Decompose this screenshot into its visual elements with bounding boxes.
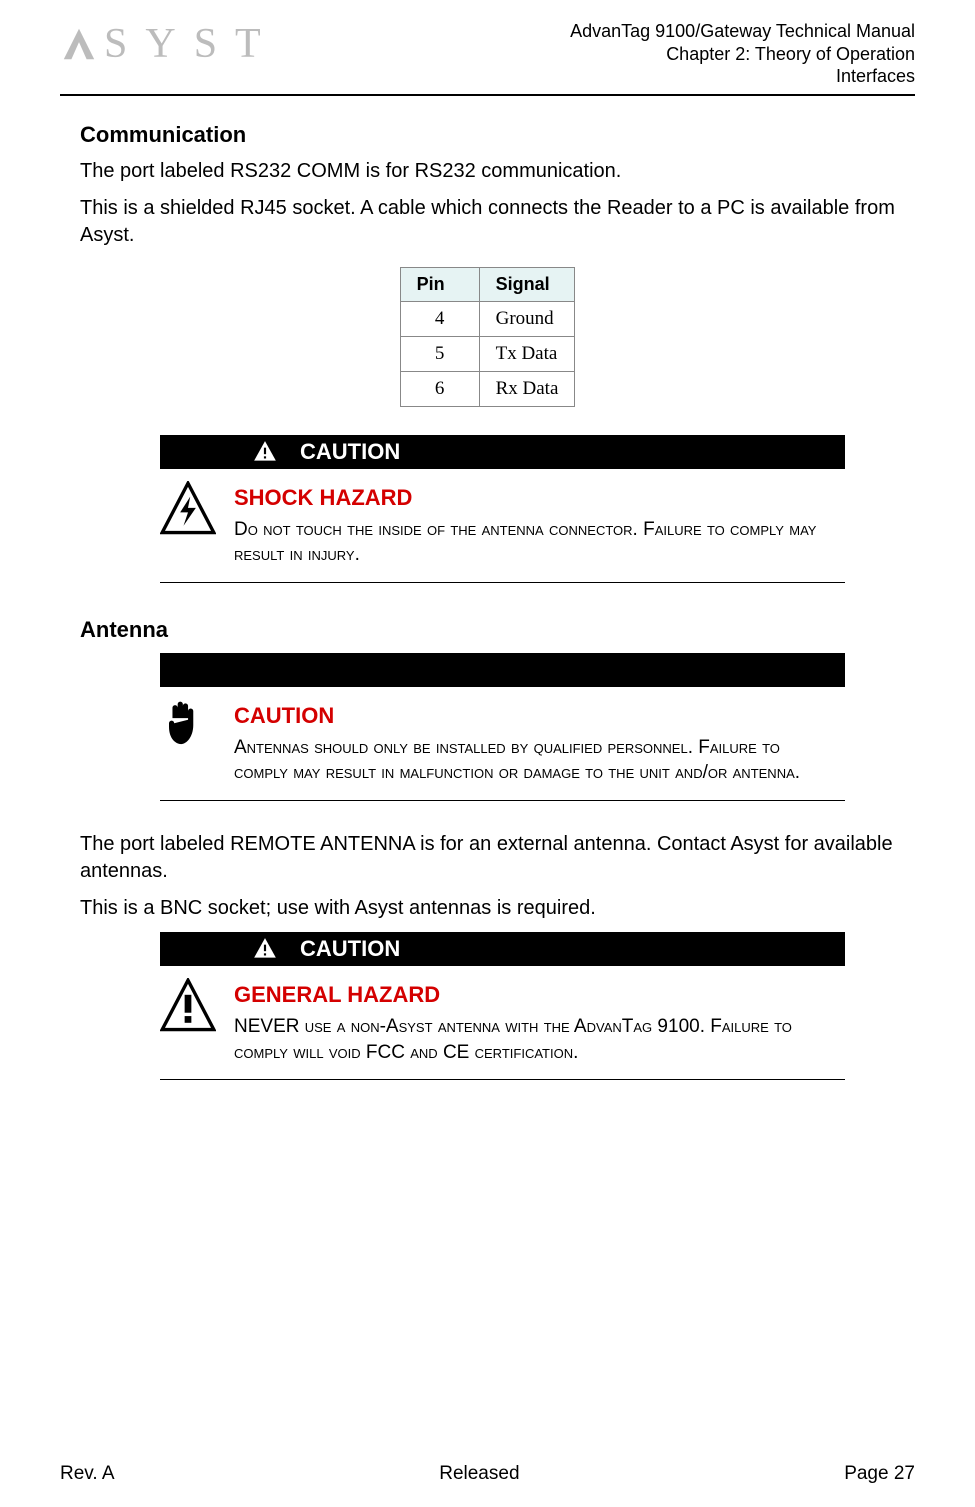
- table-cell: Tx Data: [479, 336, 575, 371]
- caution-title: CAUTION: [234, 703, 835, 729]
- table-row: 4 Ground: [400, 301, 575, 336]
- table-header-signal: Signal: [479, 267, 575, 301]
- caution-block-general: CAUTION GENERAL HAZARD NEVER use a non-A…: [160, 932, 845, 1080]
- communication-para-1: The port labeled RS232 COMM is for RS232…: [80, 158, 895, 185]
- header-line-1: AdvanTag 9100/Gateway Technical Manual: [570, 20, 915, 43]
- caution-banner: CAUTION: [160, 932, 845, 966]
- logo-mark-icon: [60, 25, 98, 63]
- table-cell: 5: [400, 336, 479, 371]
- caution-triangle-icon: [250, 936, 280, 962]
- caution-banner-blank: [160, 653, 845, 687]
- header-line-3: Interfaces: [570, 65, 915, 88]
- caution-body: NEVER use a non-Asyst antenna with the A…: [234, 1014, 835, 1065]
- caution-banner: CAUTION: [160, 435, 845, 469]
- page-header: SYST AdvanTag 9100/Gateway Technical Man…: [60, 20, 915, 96]
- shock-hazard-icon: [160, 481, 218, 542]
- caution-title: GENERAL HAZARD: [234, 982, 835, 1008]
- hand-stop-icon: [160, 699, 218, 756]
- general-hazard-icon: [160, 978, 218, 1039]
- section-heading-communication: Communication: [80, 122, 895, 148]
- footer-center: Released: [439, 1463, 519, 1485]
- caution-triangle-icon: [250, 439, 280, 465]
- logo-text: SYST: [104, 20, 279, 68]
- header-line-2: Chapter 2: Theory of Operation: [570, 43, 915, 66]
- communication-para-2: This is a shielded RJ45 socket. A cable …: [80, 195, 895, 249]
- pin-signal-table: Pin Signal 4 Ground 5 Tx Data 6 Rx Data: [400, 267, 576, 407]
- caution-body: Antennas should only be installed by qua…: [234, 735, 835, 786]
- table-header-pin: Pin: [400, 267, 479, 301]
- table-cell: Ground: [479, 301, 575, 336]
- caution-body: Do not touch the inside of the antenna c…: [234, 517, 835, 568]
- header-meta: AdvanTag 9100/Gateway Technical Manual C…: [570, 20, 915, 88]
- page-footer: Rev. A Released Page 27: [0, 1463, 975, 1485]
- table-cell: 4: [400, 301, 479, 336]
- caution-banner-label: CAUTION: [300, 936, 400, 962]
- table-row: 6 Rx Data: [400, 371, 575, 406]
- caution-title: SHOCK HAZARD: [234, 485, 835, 511]
- antenna-para-1: The port labeled REMOTE ANTENNA is for a…: [80, 831, 895, 885]
- caution-block-shock: CAUTION SHOCK HAZARD Do not touch the in…: [160, 435, 845, 583]
- table-row: 5 Tx Data: [400, 336, 575, 371]
- antenna-para-2: This is a BNC socket; use with Asyst ant…: [80, 895, 895, 922]
- section-heading-antenna: Antenna: [80, 617, 895, 643]
- caution-block-antenna-install: CAUTION Antennas should only be installe…: [160, 653, 845, 801]
- table-cell: Rx Data: [479, 371, 575, 406]
- footer-left: Rev. A: [60, 1463, 115, 1485]
- logo: SYST: [60, 20, 279, 68]
- table-cell: 6: [400, 371, 479, 406]
- caution-banner-label: CAUTION: [300, 439, 400, 465]
- footer-right: Page 27: [844, 1463, 915, 1485]
